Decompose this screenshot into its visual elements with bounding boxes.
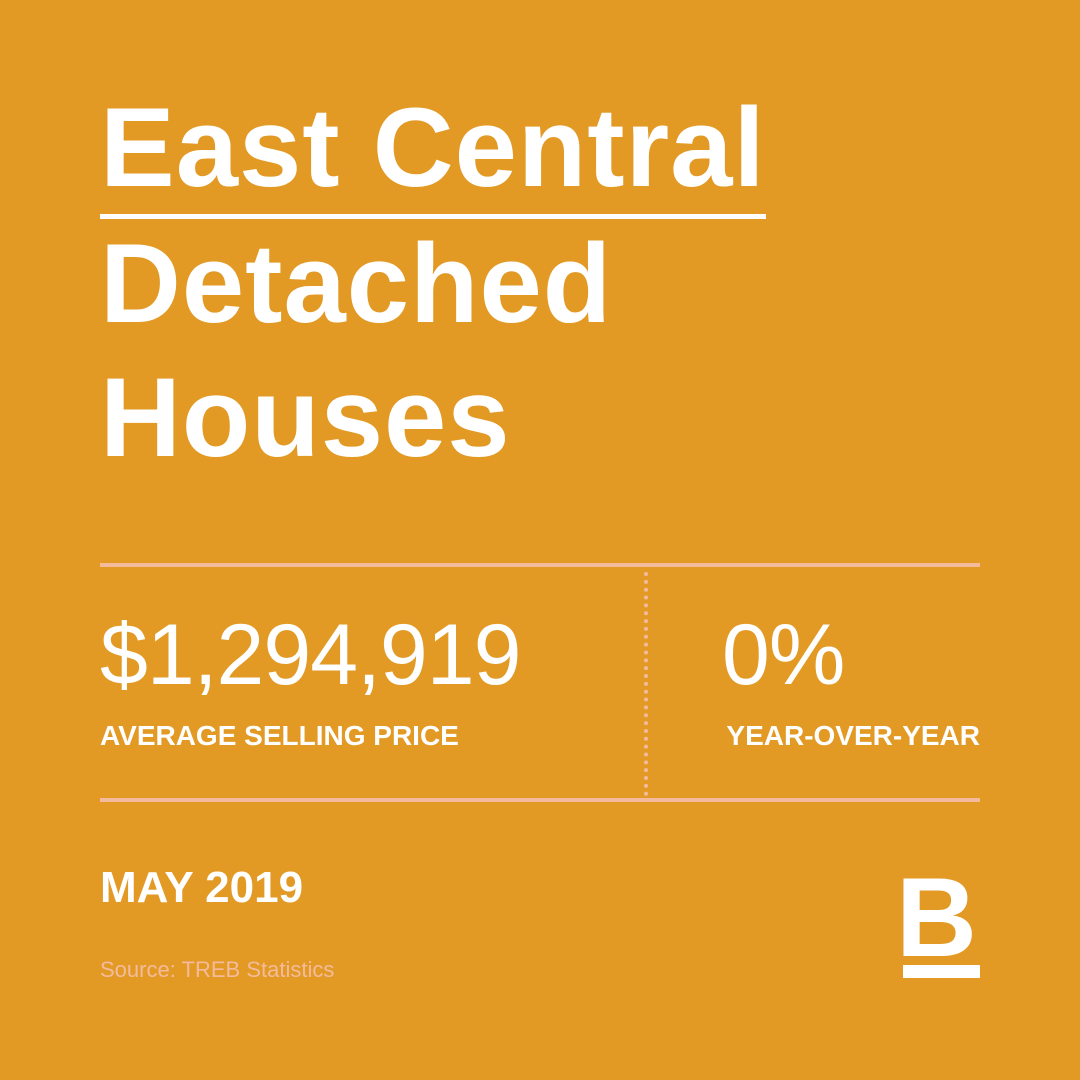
title-underlined: East Central: [100, 92, 766, 219]
title-line: East Central: [100, 92, 766, 219]
logo: B: [896, 855, 977, 980]
dotted-divider: [644, 572, 648, 796]
title-line: Houses: [100, 355, 511, 480]
stat-label: AVERAGE SELLING PRICE: [100, 720, 459, 751]
logo-bar: [903, 965, 980, 978]
stat-value: 0%: [722, 607, 845, 703]
divider: [100, 563, 980, 567]
source: Source: TREB Statistics: [100, 957, 335, 982]
stat-value: $1,294,919: [100, 607, 521, 703]
divider: [100, 798, 980, 802]
date: MAY 2019: [100, 863, 304, 912]
title-line: Detached: [100, 221, 613, 346]
stat-label: YEAR-OVER-YEAR: [726, 720, 980, 751]
